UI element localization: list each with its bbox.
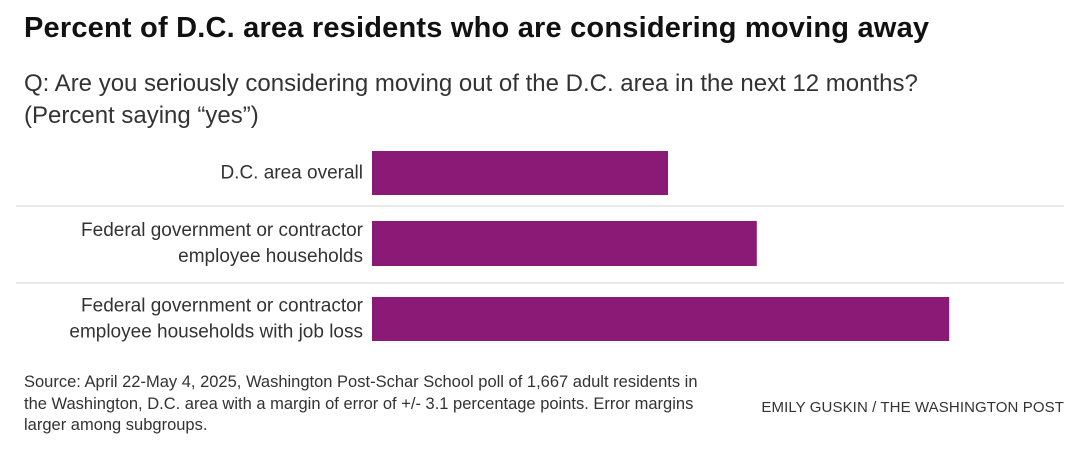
chart-title: Percent of D.C. area residents who are c… <box>24 12 930 44</box>
bar-2 <box>372 221 757 266</box>
category-label: employee households with job loss <box>69 322 363 343</box>
subtitle-question: Q: Are you seriously considering moving … <box>24 70 918 97</box>
chart-subtitle: Q: Are you seriously considering moving … <box>24 68 1064 132</box>
bar-1 <box>372 151 668 195</box>
category-label: Federal government or contractor <box>81 220 364 241</box>
source-note: Source: April 22-May 4, 2025, Washington… <box>24 373 698 434</box>
bar-3 <box>372 297 950 341</box>
category-label: employee households <box>178 246 363 267</box>
category-label: D.C. area overall <box>220 163 363 184</box>
category-label: Federal government or contractor <box>81 296 364 317</box>
subtitle-note: (Percent saying “yes”) <box>24 102 259 129</box>
credit-line: EMILY GUSKIN / THE WASHINGTON POST <box>761 399 1064 416</box>
bar-chart: D.C. area overall Federal government or c… <box>16 151 1064 343</box>
